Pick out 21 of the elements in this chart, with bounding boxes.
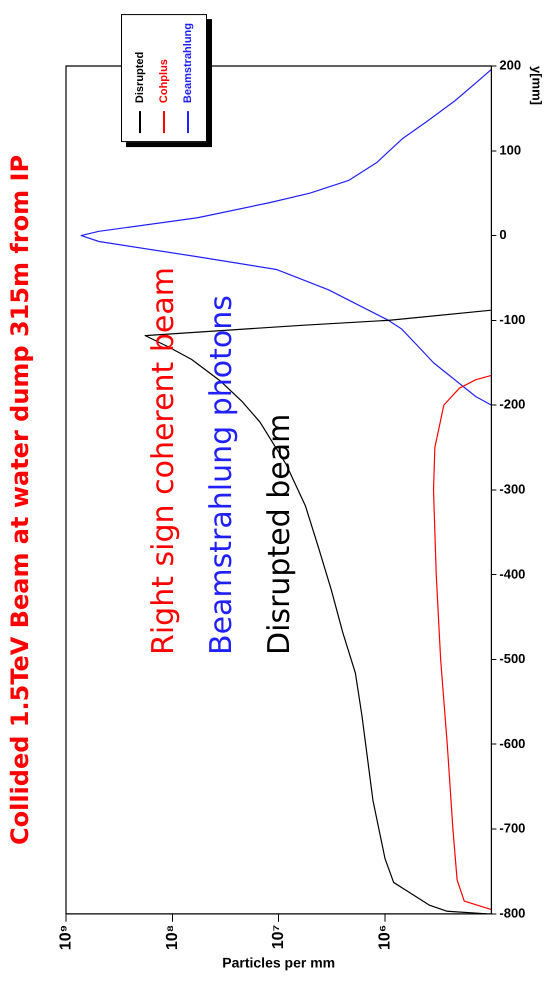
x-axis-title: Particles per mm [222,954,336,970]
annotation: Disrupted beam [261,412,298,655]
y-tick-label: 200 [499,58,522,73]
annotation: Beamstrahlung photons [203,295,240,655]
y-tick-label: -700 [499,820,526,836]
y-tick-label: -200 [499,396,526,412]
y-tick-label: -300 [499,481,526,496]
x-tick-label: 10⁸ [164,924,181,950]
x-tick-label: 10⁶ [376,924,394,950]
y-tick-label: -800 [499,905,526,920]
annotation: Right sign coherent beam [145,267,182,655]
y-tick-label: -600 [499,736,526,751]
x-tick-label: 10⁹ [57,924,74,950]
y-tick-label: 100 [499,142,522,158]
text: Collided 1.5TeV Beam at water dump 315m from IP [6,154,34,848]
y-tick-label: -400 [499,566,526,582]
y-tick-label: 0 [499,227,507,242]
x-tick-label: 10⁷ [270,924,288,950]
y-tick-label: -500 [499,651,526,666]
y-axis-title: y[mm] [530,66,545,106]
y-tick-label: -100 [499,312,526,327]
